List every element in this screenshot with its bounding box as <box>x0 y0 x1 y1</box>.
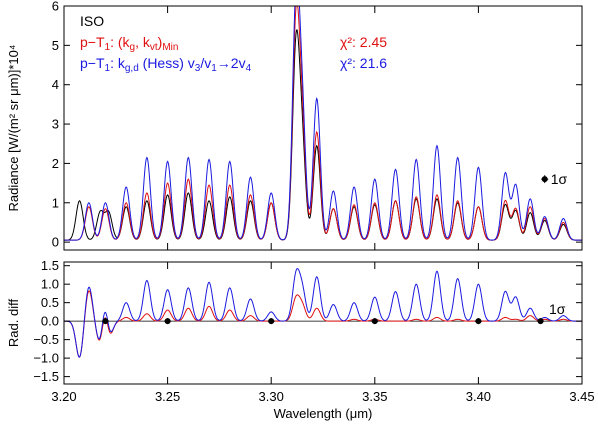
x-tick-label: 3.30 <box>259 389 284 404</box>
residual-sigma-label: 1σ <box>549 301 566 317</box>
residual-line-hessmodel <box>64 268 582 358</box>
y-tick-label: 2 <box>52 156 59 171</box>
residual-panel: −1.5 −1.0 −0.5 0.0 0.5 1.0 1.5 3.20 3.25 3.30 3.3… <box>6 258 595 421</box>
legend-entry-iso: ISO <box>80 13 104 29</box>
chart-legend: ISO p−T1: (kg, kvt)Min p−T1: kg,d (Hess) v… <box>80 13 252 74</box>
sigma-point <box>475 318 482 325</box>
sigma-point <box>102 318 109 325</box>
legend-entry-minmodel: p−T1: (kg, kvt)Min <box>80 34 178 53</box>
radiance-panel: 0 1 2 3 4 5 6 Radiance [W/(m² sr μm)]*10⁴ ISO p… <box>6 0 583 251</box>
y-tick-label: 1 <box>52 195 59 210</box>
legend-entry-hessmodel: p−T1: kg,d (Hess) v3/v1→2v4 <box>80 55 252 74</box>
y-tick-label: −1.0 <box>33 351 59 366</box>
sigma-point <box>537 318 544 325</box>
sigma-point <box>371 318 378 325</box>
residual-sigma-markers: 1σ <box>101 301 566 325</box>
wavelength-x-axis-label: Wavelength (μm) <box>274 406 373 421</box>
y-tick-label: 4 <box>52 77 59 92</box>
residual-y-axis-label: Rad. diff <box>6 299 21 348</box>
radiance-x-ticks <box>63 6 583 250</box>
y-tick-label: 0 <box>52 235 59 250</box>
x-tick-label: 3.25 <box>155 389 180 404</box>
x-tick-label: 3.35 <box>362 389 387 404</box>
y-tick-label: 6 <box>52 0 59 14</box>
y-tick-label: 3 <box>52 117 59 132</box>
chi2-label-hessmodel: χ²: 21.6 <box>340 55 387 71</box>
radiance-plot-frame <box>63 5 583 251</box>
chi-square-labels: χ²: 2.45 χ²: 21.6 <box>340 34 387 71</box>
y-tick-label: 0.0 <box>41 314 59 329</box>
y-tick-label: 0.5 <box>41 295 59 310</box>
x-tick-label: 3.45 <box>569 389 594 404</box>
x-tick-label: 3.20 <box>51 389 76 404</box>
y-tick-label: 1.0 <box>41 277 59 292</box>
radiance-series-group <box>64 6 582 241</box>
radiance-sigma-marker: 1σ <box>541 171 567 187</box>
radiance-y-ticks: 0 1 2 3 4 5 6 <box>52 0 582 250</box>
radiance-y-axis-label: Radiance [W/(m² sr μm)]*10⁴ <box>6 45 21 212</box>
residual-line-minmodel <box>64 290 582 358</box>
x-tick-label: 3.40 <box>466 389 491 404</box>
residual-x-ticks: 3.20 3.25 3.30 3.35 3.40 3.45 <box>51 262 595 404</box>
residual-plot-frame <box>63 261 583 385</box>
residual-series-group <box>64 268 582 358</box>
sigma-point <box>164 318 171 325</box>
sigma-point <box>541 176 548 183</box>
y-tick-label: 1.5 <box>41 258 59 273</box>
sigma-point <box>268 318 275 325</box>
y-tick-label: −0.5 <box>33 332 59 347</box>
residual-y-ticks: −1.5 −1.0 −0.5 0.0 0.5 1.0 1.5 <box>33 258 582 384</box>
radiance-sigma-label: 1σ <box>551 171 568 187</box>
series-line-hessmodel <box>64 6 582 241</box>
y-tick-label: 5 <box>52 38 59 53</box>
y-tick-label: −1.5 <box>33 369 59 384</box>
chi2-label-minmodel: χ²: 2.45 <box>340 34 387 50</box>
